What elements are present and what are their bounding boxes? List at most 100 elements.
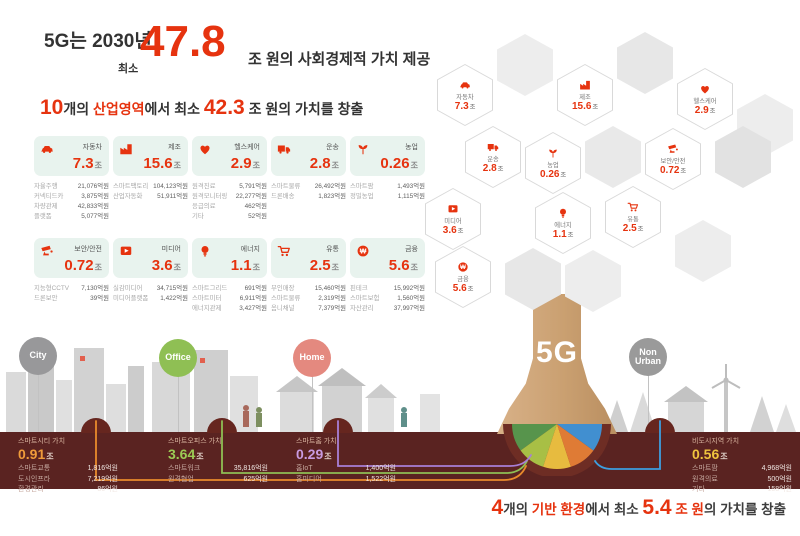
env-heading: 스마트오피스 가치 bbox=[168, 438, 222, 445]
env-value: 0.29조 bbox=[296, 446, 332, 462]
industry-stat-row: 커넥티드카 3,875억원 bbox=[34, 192, 109, 200]
industry-card: 제조 15.6조 bbox=[113, 136, 188, 176]
industry-stat-row: 핀테크 15,992억원 bbox=[350, 284, 425, 292]
industry-value: 15.6조 bbox=[143, 155, 181, 172]
tree-hexagon-empty bbox=[565, 250, 621, 312]
footer-text: 의 가치를 창출 bbox=[703, 502, 786, 517]
hex-industry-name: 제조 bbox=[579, 93, 591, 101]
sprout-icon bbox=[547, 147, 559, 159]
env-pin-stem bbox=[38, 373, 39, 432]
cityscape-art bbox=[6, 348, 796, 432]
env-count: 4 bbox=[491, 496, 504, 519]
industry-name: 유통 bbox=[326, 246, 339, 253]
env-stat-rows: 홈IoT 1,400억원 홈미디어 1,522억원 bbox=[296, 464, 402, 485]
industry-stat-row: 원격진료 5,791억원 bbox=[192, 182, 267, 190]
industry-card: 에너지 1.1조 bbox=[192, 238, 267, 278]
industry-car: 자동차 7.3조 자율주행 21,076억원 커넥티드카 3,875억원 차량관제 42,83… bbox=[34, 136, 109, 220]
tree-hexagon-empty bbox=[675, 220, 731, 282]
health-icon bbox=[198, 142, 212, 156]
industry-stat-row: 스마트보험 1,560억원 bbox=[350, 294, 425, 302]
tree-hexagon-bulb: 에너지 1.1조 bbox=[535, 192, 591, 254]
industry-value: 0.26조 bbox=[380, 155, 418, 172]
env-value: 0.56조 bbox=[692, 446, 728, 462]
rural-scenery bbox=[606, 364, 796, 432]
cctv-icon bbox=[667, 143, 679, 155]
industry-name: 헬스케어 bbox=[234, 144, 260, 151]
header-intro: 5G는 2030년 bbox=[44, 31, 152, 52]
hex-industry-value: 2.5조 bbox=[622, 222, 644, 234]
industry-stats: 자율주행 21,076억원 커넥티드카 3,875억원 차량관제 42,833억원 플랫폼 5… bbox=[34, 180, 109, 220]
hex-industry-name: 자동차 bbox=[456, 93, 474, 101]
env-pin-stem bbox=[312, 375, 313, 432]
env-stat-row: 스마트팜 4,968억원 bbox=[692, 465, 792, 473]
industry-cards-row-1: 자동차 7.3조 자율주행 21,076억원 커넥티드카 3,875억원 차량관제 42,83… bbox=[34, 136, 425, 220]
tree-hexagon-empty bbox=[497, 34, 553, 96]
health-icon bbox=[699, 83, 711, 95]
factory-icon bbox=[119, 142, 133, 156]
industry-card: 보안/안전 0.72조 bbox=[34, 238, 109, 278]
truck-icon bbox=[277, 142, 291, 156]
env-stat-row: 스마트교통 1,816억원 bbox=[18, 465, 118, 473]
industry-stat-row: 산업자동화 51,911억원 bbox=[113, 192, 188, 200]
cctv-icon bbox=[40, 244, 54, 258]
finance-icon bbox=[457, 261, 469, 273]
industry-stat-row: 정밀농업 1,115억원 bbox=[350, 192, 425, 200]
hex-industry-value: 2.8조 bbox=[482, 162, 504, 174]
industry-stat-row: 원격모니터링 22,277억원 bbox=[192, 192, 267, 200]
city-skyline bbox=[6, 348, 144, 432]
industry-area-label: 산업영역 bbox=[93, 101, 145, 117]
industry-card: 금융 5.6조 bbox=[350, 238, 425, 278]
env-value: 0.91조 bbox=[18, 446, 54, 462]
env-stat-row: 환경관리 86억원 bbox=[18, 486, 118, 494]
env-stats-office: 스마트오피스 가치 3.64조 스마트워크 35,816억원 원격협업 625억원 bbox=[168, 436, 274, 485]
industry-name: 농업 bbox=[405, 144, 418, 151]
bulb-icon bbox=[557, 207, 569, 219]
env-base-label: 기반 환경 bbox=[531, 502, 586, 517]
hex-industry-value: 5.6조 bbox=[452, 282, 474, 294]
header-min-label: 최소 bbox=[118, 63, 139, 75]
industry-name: 에너지 bbox=[240, 246, 260, 253]
tree-roots-pie bbox=[503, 424, 611, 476]
industry-stat-row: 스마트물류 26,492억원 bbox=[271, 182, 346, 190]
tree-hexagon-empty bbox=[715, 126, 771, 188]
hex-industry-value: 0.26조 bbox=[540, 168, 566, 180]
industry-stat-row: 스마트물류 2,319억원 bbox=[271, 294, 346, 302]
industry-health: 헬스케어 2.9조 원격진료 5,791억원 원격모니터링 22,277억원 응급의료 462… bbox=[192, 136, 267, 220]
header-line2-text: 에서 최소 bbox=[144, 101, 204, 117]
industry-stat-row: 자산관리 37,997억원 bbox=[350, 304, 425, 312]
env-stat-row: 도시인프라 7,219억원 bbox=[18, 475, 118, 483]
hex-industry-name: 유통 bbox=[627, 215, 639, 223]
industry-name: 자동차 bbox=[82, 144, 102, 151]
industry-stat-row: 무인매장 15,460억원 bbox=[271, 284, 346, 292]
tree-hexagon-empty bbox=[585, 126, 641, 188]
env-value: 3.64조 bbox=[168, 446, 204, 462]
media-icon bbox=[447, 203, 459, 215]
industry-stat-row: 스마트팜 1,493억원 bbox=[350, 182, 425, 190]
industry-truck: 운송 2.8조 스마트물류 26,492억원 드론배송 1,823억원 bbox=[271, 136, 346, 220]
header-line2-text: 개의 bbox=[63, 101, 94, 117]
industry-value: 2.8조 bbox=[309, 155, 339, 172]
industry-stat-row: 지능형CCTV 7,130억원 bbox=[34, 284, 109, 292]
industry-stat-row: 기타 52억원 bbox=[192, 212, 267, 220]
industry-stats: 스마트그리드 691억원 스마트미터 6,911억원 에너지관제 3,427억원 bbox=[192, 282, 267, 312]
env-stat-row: 홈IoT 1,400억원 bbox=[296, 465, 396, 473]
factory-icon bbox=[579, 79, 591, 91]
industry-name: 미디어 bbox=[161, 246, 181, 253]
industry-value: 1.1조 bbox=[230, 257, 260, 274]
env-heading: 비도시지역 가치 bbox=[692, 438, 740, 445]
env-pin-label: Non Urban bbox=[634, 346, 661, 366]
media-icon bbox=[119, 244, 133, 258]
env-pin-label: Office bbox=[165, 352, 191, 363]
industry-stats: 지능형CCTV 7,130억원 드론보안 39억원 bbox=[34, 282, 109, 302]
industry-stats: 스마트팩토리 104,123억원 산업자동화 51,911억원 bbox=[113, 180, 188, 200]
industry-name: 운송 bbox=[326, 144, 339, 151]
env-stat-row: 스마트워크 35,816억원 bbox=[168, 465, 268, 473]
home-houses bbox=[276, 368, 440, 432]
industry-card: 자동차 7.3조 bbox=[34, 136, 109, 176]
